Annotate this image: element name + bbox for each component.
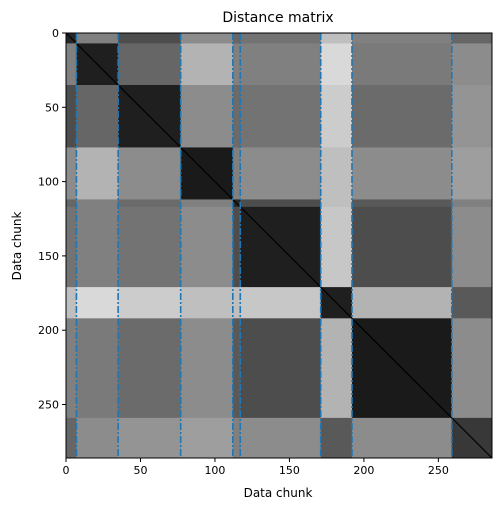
heatmap-cell <box>240 147 322 200</box>
heatmap-cell <box>351 287 453 319</box>
heatmap-cell <box>320 318 353 419</box>
heatmap-cell <box>180 43 234 86</box>
heatmap-cell <box>232 318 241 419</box>
heatmap-cell <box>76 287 119 319</box>
heatmap-cell <box>351 206 453 288</box>
heatmap-cell <box>180 33 234 44</box>
heatmap-cell <box>451 85 493 148</box>
heatmap-cell <box>240 199 322 208</box>
heatmap-cell <box>451 206 493 288</box>
x-tick-label: 250 <box>428 464 449 477</box>
heatmap-cell <box>351 85 453 148</box>
heatmap-cell <box>240 287 322 319</box>
heatmap-cell <box>451 43 493 86</box>
x-tick-label: 100 <box>204 464 225 477</box>
heatmap-cell <box>351 33 453 44</box>
heatmap-cell <box>232 147 241 200</box>
y-axis-label: Data chunk <box>10 212 24 281</box>
heatmap-cell <box>351 417 453 459</box>
heatmap-cell <box>351 199 453 208</box>
y-axis-ticks: 0 50 100 150 200 250 <box>38 27 66 412</box>
heatmap-cell <box>76 147 119 200</box>
heatmap-cell <box>232 287 241 319</box>
heatmap-cell <box>66 417 77 459</box>
heatmap-cell <box>118 287 182 319</box>
x-tick-label: 0 <box>63 464 70 477</box>
diagonal-line-stroke <box>65 32 493 459</box>
y-tick-label: 150 <box>38 250 59 263</box>
heatmap-cell <box>66 206 77 288</box>
heatmap-cell <box>66 147 77 200</box>
y-tick-label: 0 <box>52 27 59 40</box>
heatmap-cell <box>451 33 493 44</box>
heatmap-cells <box>66 33 493 459</box>
plot-frame <box>65 32 493 459</box>
heatmap-cell <box>240 318 322 419</box>
heatmap-cell <box>451 287 493 319</box>
heatmap-cell <box>232 85 241 148</box>
heatmap-cell <box>180 206 234 288</box>
y-tick-label: 100 <box>38 176 59 189</box>
heatmap-cell <box>76 318 119 419</box>
heatmap-cell <box>118 43 182 86</box>
heatmap-cell <box>451 147 493 200</box>
x-tick-label: 150 <box>279 464 300 477</box>
heatmap-cell <box>320 417 353 459</box>
y-tick-label: 50 <box>45 101 59 114</box>
heatmap-cell <box>240 33 322 44</box>
diagonal-line <box>65 32 493 459</box>
heatmap-cell <box>232 43 241 86</box>
heatmap-cell <box>118 206 182 288</box>
heatmap-cell <box>76 33 119 44</box>
heatmap-cell <box>320 85 353 148</box>
heatmap-cell <box>320 206 353 288</box>
heatmap-cell <box>118 318 182 419</box>
heatmap-cell <box>320 147 353 200</box>
x-axis-label: Data chunk <box>244 486 313 500</box>
heatmap-cell <box>66 287 77 319</box>
heatmap-cell <box>66 85 77 148</box>
heatmap-cell <box>240 417 322 459</box>
heatmap-cell <box>76 199 119 208</box>
x-tick-label: 50 <box>133 464 147 477</box>
heatmap-cell <box>118 147 182 200</box>
heatmap-cell <box>232 206 241 288</box>
heatmap-cell <box>320 199 353 208</box>
heatmap-cell <box>66 43 77 86</box>
chart-title: Distance matrix <box>222 10 333 26</box>
heatmap-cell <box>451 318 493 419</box>
y-tick-label: 250 <box>38 399 59 412</box>
heatmap-cell <box>351 147 453 200</box>
heatmap-cell <box>76 206 119 288</box>
heatmap-cell <box>66 199 77 208</box>
heatmap-cell <box>180 85 234 148</box>
heatmap-cell <box>118 199 182 208</box>
heatmap-cell <box>76 417 119 459</box>
x-tick-label: 200 <box>353 464 374 477</box>
heatmap-cell <box>320 43 353 86</box>
heatmap-cell <box>232 417 241 459</box>
heatmap-cell <box>118 33 182 44</box>
heatmap-cell <box>76 85 119 148</box>
x-axis-ticks: 0 50 100 150 200 250 <box>63 458 449 477</box>
heatmap-cell <box>240 85 322 148</box>
heatmap-cell <box>232 33 241 44</box>
segment-boundaries <box>75 33 453 458</box>
heatmap-cell <box>180 318 234 419</box>
heatmap-cell <box>351 43 453 86</box>
y-tick-label: 200 <box>38 324 59 337</box>
heatmap-cell <box>118 417 182 459</box>
heatmap-cell <box>66 318 77 419</box>
heatmap-cell <box>240 43 322 86</box>
heatmap-cell <box>180 199 234 208</box>
heatmap-cell <box>451 199 493 208</box>
heatmap-cell <box>180 417 234 459</box>
heatmap-cell <box>320 33 353 44</box>
heatmap-cell <box>180 287 234 319</box>
